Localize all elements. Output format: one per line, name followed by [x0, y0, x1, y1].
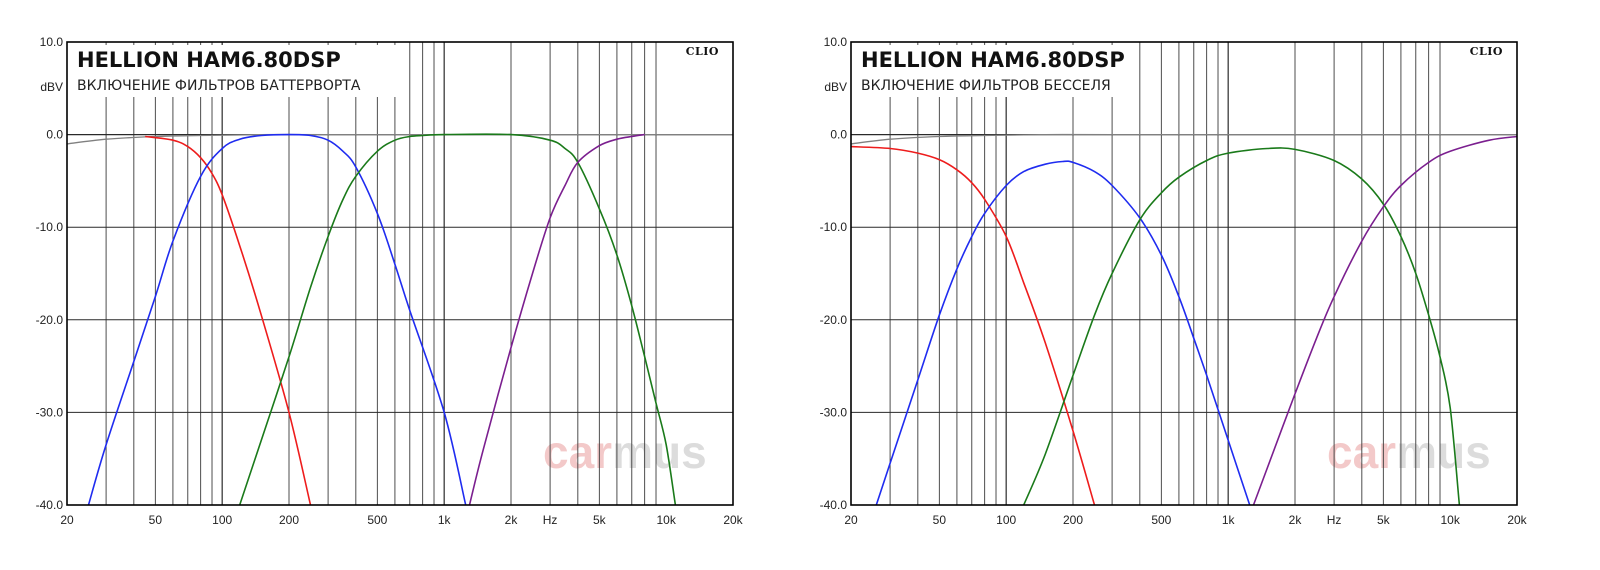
series-line-green [238, 133, 677, 506]
series-line-blue [875, 160, 1251, 506]
chart-subtitle: ВКЛЮЧЕНИЕ ФИЛЬТРОВ БАТТЕРВОРТА [77, 78, 361, 94]
series-line-green [1022, 147, 1461, 506]
brand-label: CLIO [1470, 45, 1503, 58]
chart-title: HELLION HAM6.80DSP [861, 48, 1125, 72]
chart-subtitle: ВКЛЮЧЕНИЕ ФИЛЬТРОВ БЕССЕЛЯ [861, 78, 1111, 94]
x-axis-unit: Hz [543, 513, 558, 527]
y-axis-label: dBV [40, 80, 63, 94]
y-tick-label: -40.0 [820, 498, 848, 512]
chart-panel-2: carmus HELLION HAM6.80DSP ВКЛЮЧЕНИЕ ФИЛЬТР… [820, 35, 1528, 527]
x-tick-label: 100 [996, 513, 1016, 527]
x-tick-label: 20 [60, 513, 74, 527]
series-line-gray_ref [850, 133, 1517, 145]
watermark-part-2: mus [1396, 426, 1491, 478]
chart-panel-1: carmus HELLION HAM6.80DSP ВКЛЮЧЕНИЕ ФИЛЬТР… [36, 35, 744, 527]
x-tick-label: 500 [1151, 513, 1171, 527]
x-tick-label: 20 [844, 513, 858, 527]
brand-label: CLIO [686, 45, 719, 58]
y-tick-label: -10.0 [36, 220, 64, 234]
x-tick-label: 50 [149, 513, 163, 527]
x-tick-label: 200 [1063, 513, 1083, 527]
x-tick-label: 200 [279, 513, 299, 527]
x-tick-label: 2k [1289, 513, 1303, 527]
series-line-red [145, 135, 312, 506]
series-group [66, 133, 733, 506]
x-tick-label: 1k [438, 513, 452, 527]
x-tick-label: 50 [933, 513, 947, 527]
x-tick-label: 10k [1440, 513, 1460, 527]
series-line-blue [87, 133, 467, 506]
plot-frame [850, 41, 1518, 506]
x-tick-label: 20k [723, 513, 743, 527]
y-tick-label: -30.0 [36, 405, 64, 419]
y-tick-label: 0.0 [830, 128, 847, 142]
watermark: carmus [543, 426, 707, 478]
y-tick-label: 10.0 [40, 35, 64, 49]
x-tick-label: 10k [656, 513, 676, 527]
chart-title: HELLION HAM6.80DSP [77, 48, 341, 72]
y-tick-label: -30.0 [820, 405, 848, 419]
y-tick-label: 0.0 [46, 128, 63, 142]
series-group [850, 133, 1518, 506]
watermark: carmus [1327, 426, 1491, 478]
x-tick-label: 5k [1377, 513, 1391, 527]
plot-frame [66, 41, 734, 506]
series-line-purple [468, 133, 645, 506]
title-backdrop [71, 45, 399, 97]
series-line-purple [1252, 135, 1518, 506]
x-tick-label: 100 [212, 513, 232, 527]
y-tick-label: -10.0 [820, 220, 848, 234]
y-tick-label: 10.0 [824, 35, 848, 49]
y-tick-label: -20.0 [36, 313, 64, 327]
x-axis-unit: Hz [1327, 513, 1342, 527]
x-tick-label: 2k [505, 513, 519, 527]
y-tick-label: -40.0 [36, 498, 64, 512]
y-tick-label: -20.0 [820, 313, 848, 327]
title-backdrop [855, 45, 1135, 97]
y-axis-label: dBV [824, 80, 847, 94]
x-tick-label: 1k [1222, 513, 1236, 527]
series-line-red [850, 145, 1096, 506]
watermark-part-2: mus [612, 426, 707, 478]
x-tick-label: 500 [367, 513, 387, 527]
x-tick-label: 5k [593, 513, 607, 527]
x-tick-label: 20k [1507, 513, 1527, 527]
